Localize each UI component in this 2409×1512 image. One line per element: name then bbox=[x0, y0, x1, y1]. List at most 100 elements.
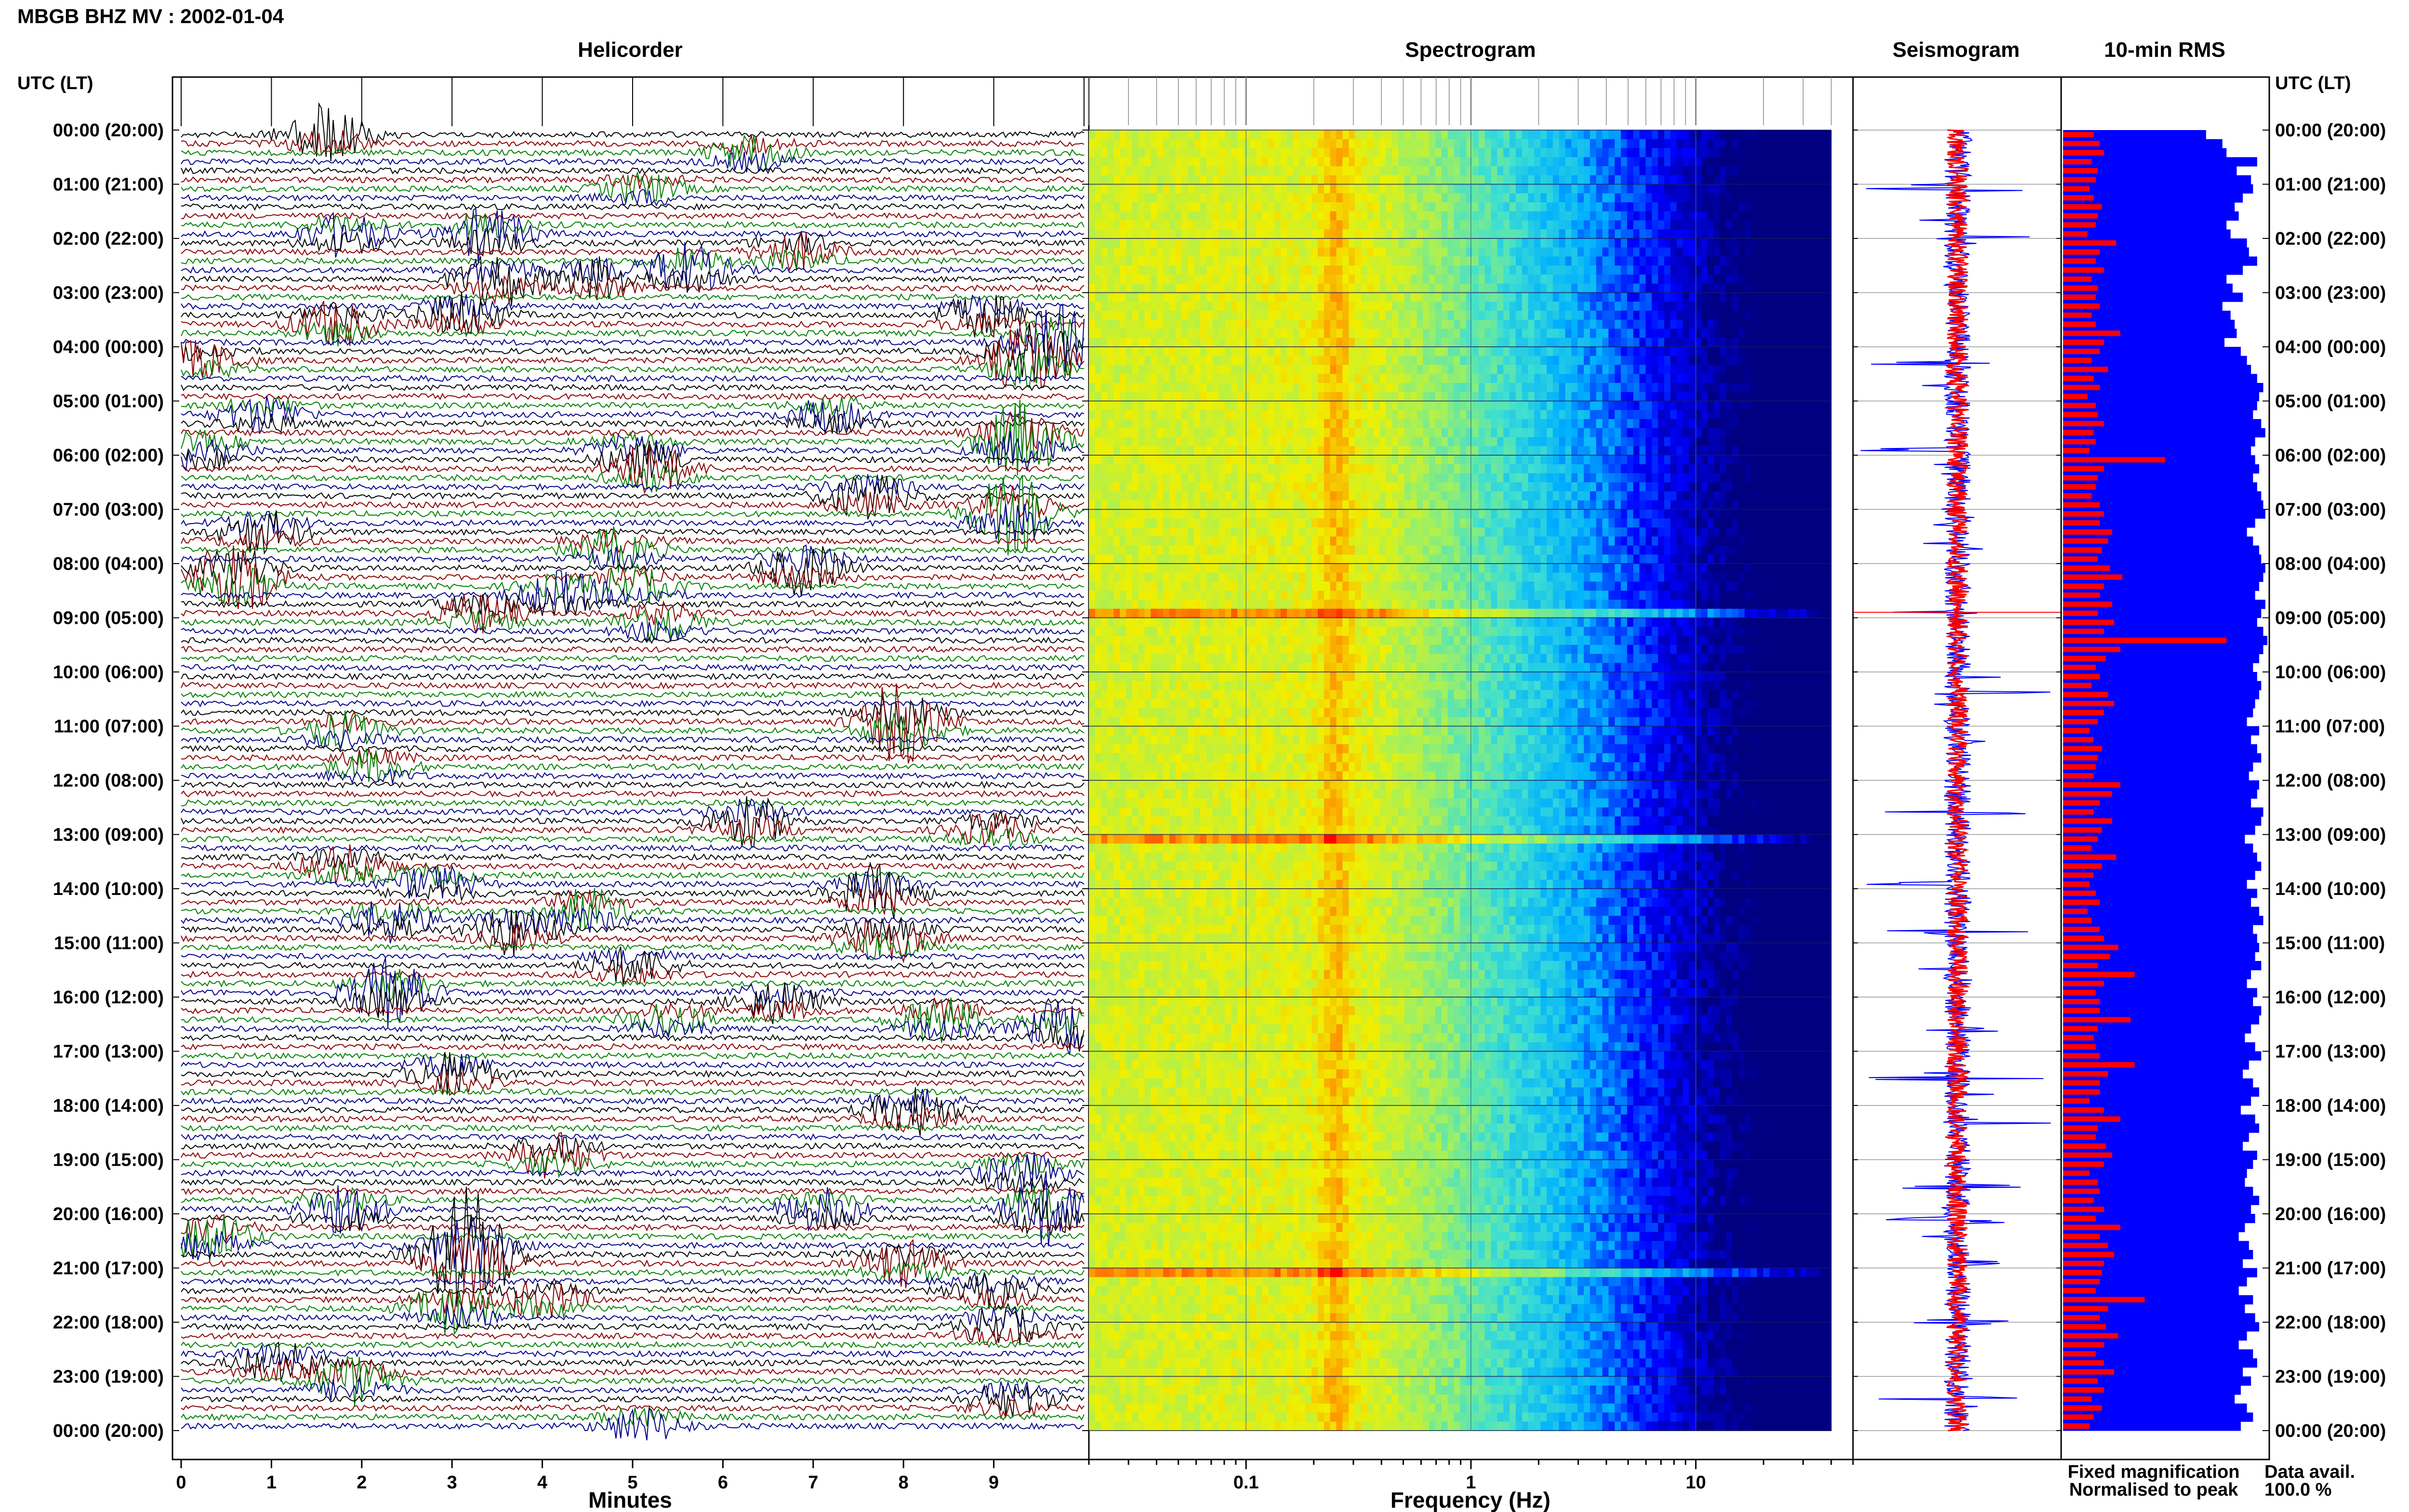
spectrogram-cell bbox=[1311, 265, 1318, 275]
spectrogram-cell bbox=[1355, 338, 1362, 347]
time-label-right: 09:00 (05:00) bbox=[2275, 608, 2386, 629]
spectrogram-cell bbox=[1330, 374, 1337, 383]
spectrogram-cell bbox=[1386, 175, 1392, 185]
spectrogram-cell bbox=[1559, 256, 1566, 266]
spectrogram-cell bbox=[1144, 428, 1152, 438]
spectrogram-cell bbox=[1720, 319, 1727, 329]
spectrogram-cell bbox=[1559, 148, 1566, 158]
spectrogram-cell bbox=[1466, 256, 1473, 266]
spectrogram-cell bbox=[1695, 139, 1702, 149]
spectrogram-cell bbox=[1528, 211, 1535, 221]
spectrogram-cell bbox=[1169, 347, 1176, 356]
spectrogram-cell bbox=[1701, 347, 1708, 356]
spectrogram-cell bbox=[1707, 238, 1714, 248]
spectrogram-cell bbox=[1225, 275, 1232, 284]
spectrogram-cell bbox=[1404, 229, 1411, 239]
spectrogram-cell bbox=[1800, 428, 1807, 438]
spectrogram-cell bbox=[1095, 319, 1102, 329]
spectrogram-cell bbox=[1206, 220, 1213, 230]
spectrogram-cell bbox=[1645, 410, 1653, 420]
spectrogram-cell bbox=[1639, 238, 1646, 248]
spectrogram-cell bbox=[1392, 220, 1399, 230]
spectrogram-cell bbox=[1107, 446, 1114, 456]
spectrogram-cell bbox=[1720, 347, 1727, 356]
spectrogram-cell bbox=[1565, 464, 1572, 474]
spectrogram-cell bbox=[1212, 283, 1219, 293]
spectrogram-cell bbox=[1311, 238, 1318, 248]
spectrogram-cell bbox=[1367, 392, 1374, 402]
spectrogram-cell bbox=[1200, 302, 1207, 311]
spectrogram-cell bbox=[1157, 319, 1164, 329]
spectrogram-cell bbox=[1244, 355, 1250, 366]
spectrogram-cell bbox=[1386, 437, 1392, 447]
spectrogram-cell bbox=[1410, 338, 1417, 347]
spectrogram-cell bbox=[1293, 319, 1300, 329]
spectrogram-cell bbox=[1615, 211, 1621, 221]
time-label-right: 04:00 (00:00) bbox=[2275, 337, 2386, 357]
spectrogram-cell bbox=[1175, 338, 1182, 347]
spectrogram-cell bbox=[1318, 437, 1324, 447]
spectrogram-cell bbox=[1373, 446, 1380, 456]
spectrogram-cell bbox=[1311, 283, 1318, 293]
spectrogram-cell bbox=[1522, 464, 1529, 474]
spectrogram-cell bbox=[1281, 148, 1287, 158]
spectrogram-cell bbox=[1447, 401, 1455, 411]
spectrogram-cell bbox=[1175, 392, 1182, 402]
spectrogram-cell bbox=[1169, 275, 1176, 284]
spectrogram-cell bbox=[1565, 247, 1572, 257]
spectrogram-cell bbox=[1373, 338, 1380, 347]
spectrogram-cell bbox=[1676, 220, 1683, 230]
spectrogram-cell bbox=[1089, 410, 1096, 420]
spectrogram-cell bbox=[1318, 347, 1324, 356]
spectrogram-cell bbox=[1522, 247, 1529, 257]
spectrogram-cell bbox=[1286, 455, 1294, 465]
spectrogram-cell bbox=[1577, 347, 1584, 356]
spectrogram-cell bbox=[1181, 202, 1189, 212]
spectrogram-cell bbox=[1144, 292, 1152, 302]
spectrogram-cell bbox=[1750, 130, 1758, 140]
spectrogram-cell bbox=[1163, 292, 1170, 302]
spectrogram-cell bbox=[1175, 238, 1182, 248]
spectrogram-cell bbox=[1454, 347, 1461, 356]
spectrogram-cell bbox=[1101, 148, 1108, 158]
spectrogram-cell bbox=[1787, 392, 1795, 402]
spectrogram-cell bbox=[1200, 247, 1207, 257]
spectrogram-cell bbox=[1460, 383, 1467, 393]
spectrogram-cell bbox=[1144, 193, 1152, 203]
spectrogram-cell bbox=[1528, 175, 1535, 185]
spectrogram-cell bbox=[1435, 184, 1442, 194]
spectrogram-cell bbox=[1577, 473, 1584, 483]
spectrogram-cell bbox=[1398, 401, 1405, 411]
spectrogram-cell bbox=[1639, 265, 1646, 275]
spectrogram-cell bbox=[1305, 338, 1312, 347]
spectrogram-cell bbox=[1491, 311, 1498, 320]
spectrogram-cell bbox=[1596, 319, 1603, 329]
spectrogram-cell bbox=[1151, 455, 1157, 465]
helicorder-trace bbox=[181, 396, 1085, 417]
spectrogram-cell bbox=[1602, 446, 1609, 456]
spectrogram-cell bbox=[1769, 157, 1776, 167]
spectrogram-cell bbox=[1720, 428, 1727, 438]
spectrogram-cell bbox=[1757, 265, 1764, 275]
spectrogram-cell bbox=[1188, 175, 1194, 185]
spectrogram-cell bbox=[1447, 256, 1455, 266]
spectrogram-cell bbox=[1342, 428, 1349, 438]
spectrogram-cell bbox=[1138, 292, 1145, 302]
spectrogram-cell bbox=[1720, 247, 1727, 257]
spectrogram-cell bbox=[1286, 428, 1294, 438]
spectrogram-cell bbox=[1472, 437, 1479, 447]
spectrogram-cell bbox=[1423, 473, 1430, 483]
spectrogram-cell bbox=[1689, 464, 1696, 474]
spectrogram-cell bbox=[1478, 401, 1485, 411]
spectrogram-cell bbox=[1608, 355, 1615, 366]
spectrogram-cell bbox=[1800, 419, 1807, 429]
spectrogram-cell bbox=[1602, 256, 1609, 266]
helicorder-trace bbox=[181, 932, 1085, 961]
spectrogram-cell bbox=[1311, 355, 1318, 366]
spectrogram-cell bbox=[1225, 464, 1232, 474]
spectrogram-cell bbox=[1206, 482, 1213, 492]
spectrogram-cell bbox=[1559, 401, 1566, 411]
spectrogram-cell bbox=[1745, 283, 1751, 293]
spectrogram-cell bbox=[1249, 175, 1257, 185]
spectrogram-cell bbox=[1324, 464, 1331, 474]
